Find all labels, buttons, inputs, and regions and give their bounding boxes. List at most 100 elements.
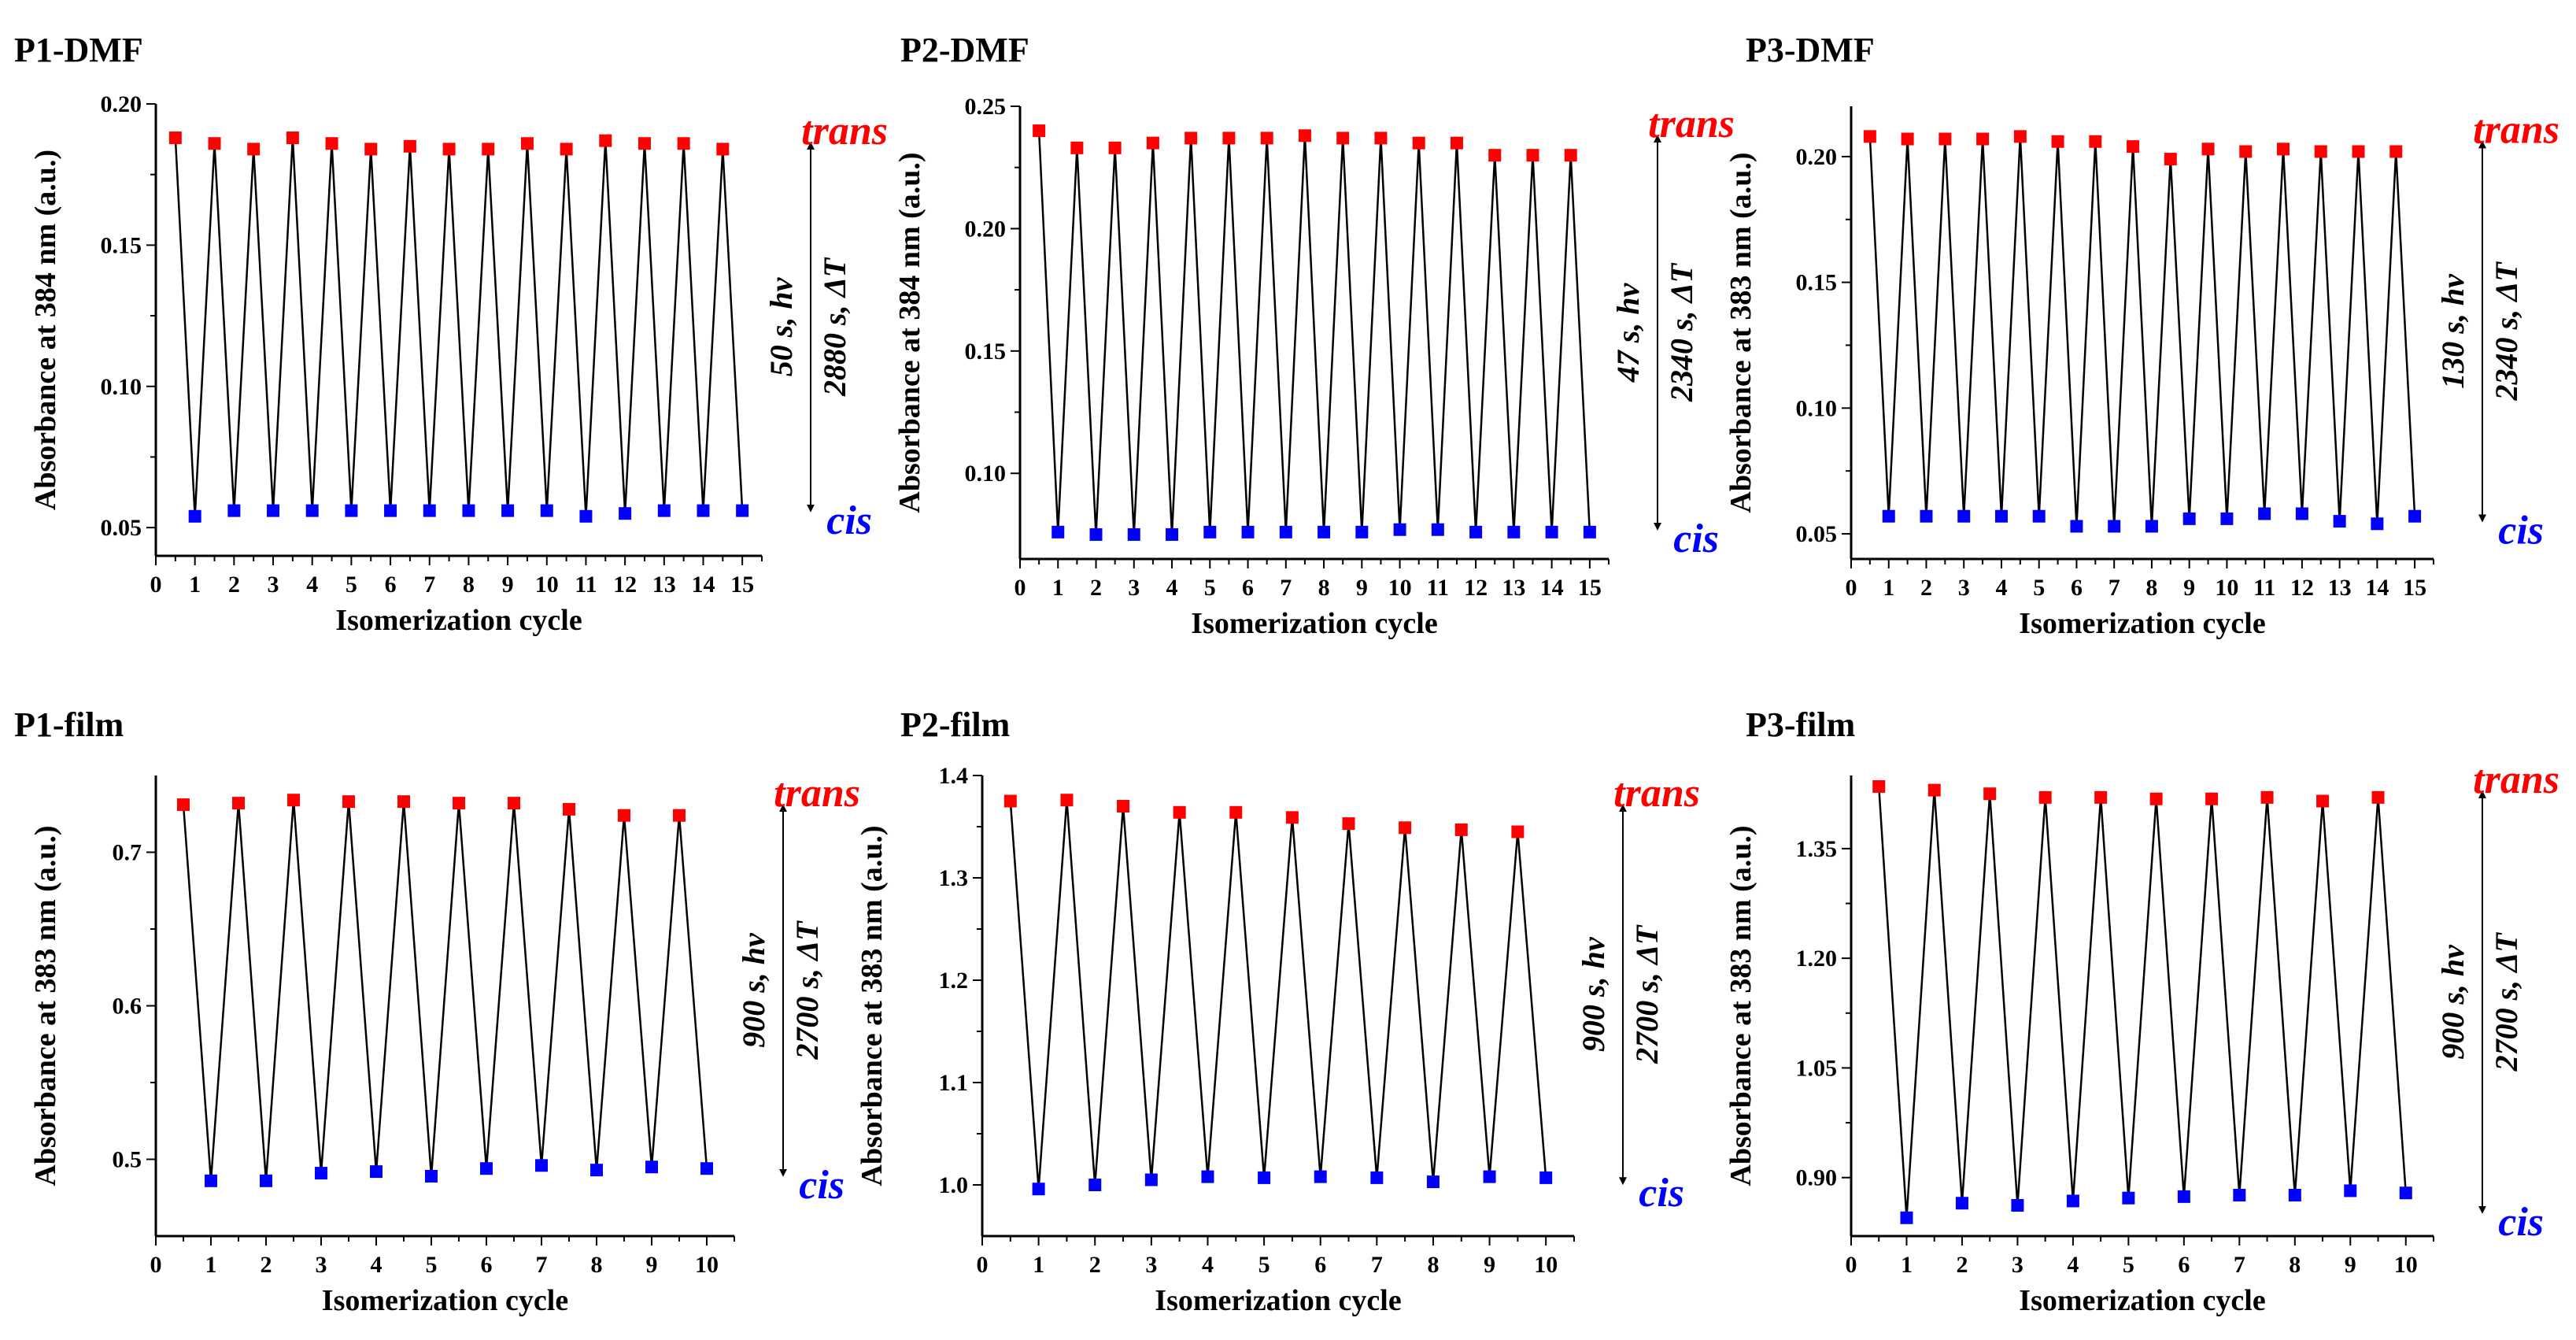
trans-point: [2094, 790, 2108, 804]
x-tick-label: 11: [575, 572, 597, 598]
cis-point: [462, 504, 475, 517]
x-tick-label: 4: [2067, 1252, 2079, 1278]
cis-point: [384, 504, 397, 517]
x-tick-label: 15: [1578, 575, 1602, 601]
x-tick-label: 4: [1202, 1252, 1214, 1278]
x-tick-label: 0: [1846, 1252, 1857, 1278]
cis-point: [501, 504, 515, 517]
cis-point: [2108, 520, 2121, 533]
x-axis-label: Isomerization cycle: [1191, 607, 1437, 640]
cis-point: [1431, 523, 1444, 536]
trans-point: [638, 137, 651, 150]
panel-title: P2-film: [900, 705, 1010, 744]
cis-point: [1318, 525, 1331, 539]
x-tick-label: 4: [371, 1252, 383, 1278]
x-axis-label: Isomerization cycle: [1155, 1284, 1401, 1317]
x-tick-label: 14: [2365, 575, 2389, 601]
x-tick-label: 5: [346, 572, 357, 598]
thermal-annotation: 2340 s, ΔT: [1664, 262, 1699, 402]
cis-label: cis: [1639, 1171, 1684, 1216]
cis-point: [370, 1165, 383, 1179]
y-axis-label: Absorbance at 383 nm (a.u.): [1724, 825, 1757, 1186]
x-tick-label: 6: [385, 572, 397, 598]
trans-point: [442, 143, 456, 156]
y-tick-label: 0.25: [965, 94, 1007, 120]
trans-point: [2371, 790, 2385, 804]
x-tick-label: 2: [261, 1252, 272, 1278]
y-tick-label: 1.4: [939, 763, 969, 789]
x-tick-label: 12: [1464, 575, 1488, 601]
thermal-annotation: 2700 s, ΔT: [2489, 932, 2524, 1072]
cis-point: [2122, 1191, 2135, 1205]
trans-label: trans: [774, 771, 860, 816]
trans-point: [1222, 131, 1236, 145]
x-tick-label: 9: [646, 1252, 658, 1278]
cis-point: [305, 504, 319, 517]
cis-point: [480, 1162, 493, 1175]
cis-point: [227, 504, 241, 517]
trans-point: [453, 797, 465, 810]
trans-point: [1412, 136, 1425, 150]
trans-point: [2260, 790, 2274, 804]
cis-point: [1203, 525, 1217, 539]
chart-panel-6: P3-film 0 1 2 3 4 5 6 7 8 9 10 0.90 1.05 1.20 1.35 Isome…: [1724, 705, 2559, 1317]
y-tick-label: 0.15: [965, 339, 1007, 365]
cis-point: [2066, 1194, 2079, 1208]
trans-point: [2089, 135, 2102, 148]
trans-point: [2149, 792, 2163, 805]
x-tick-label: 15: [730, 572, 754, 598]
y-tick-label: 1.0: [939, 1172, 969, 1198]
trans-point: [1070, 141, 1084, 154]
cis-point: [1258, 1171, 1271, 1184]
trans-point: [1488, 149, 1502, 162]
cis-point: [2295, 507, 2308, 520]
cis-point: [1469, 525, 1483, 539]
x-tick-label: 3: [316, 1252, 327, 1278]
x-tick-label: 2: [1920, 575, 1932, 601]
x-tick-label: 10: [695, 1252, 719, 1278]
x-tick-label: 9: [502, 572, 514, 598]
cis-point: [1127, 527, 1140, 541]
trans-point: [247, 143, 261, 156]
y-tick-label: 0.90: [1796, 1165, 1838, 1191]
x-tick-label: 1: [1052, 575, 1064, 601]
trans-point: [1260, 131, 1273, 145]
cis-point: [1314, 1170, 1327, 1183]
x-tick-label: 10: [535, 572, 559, 598]
y-axis-label: Absorbance at 384 nm (a.u.): [29, 150, 62, 510]
x-tick-label: 6: [1242, 575, 1254, 601]
trans-point: [403, 139, 416, 153]
cis-point: [619, 507, 632, 520]
panel-title: P3-film: [1746, 705, 1855, 744]
trans-point: [1173, 805, 1186, 819]
cis-label: cis: [2498, 1200, 2544, 1245]
y-tick-label: 0.6: [113, 994, 142, 1020]
trans-point: [599, 134, 612, 147]
y-axis-label: Absorbance at 384 nm (a.u.): [893, 152, 926, 513]
cis-point: [1957, 509, 1971, 523]
trans-point: [342, 795, 355, 809]
light-annotation: 130 s, hν: [2435, 273, 2471, 389]
trans-point: [2013, 130, 2027, 143]
cis-label: cis: [799, 1163, 844, 1208]
cis-point: [697, 504, 710, 517]
trans-label: trans: [1613, 771, 1700, 816]
x-tick-label: 7: [2234, 1252, 2245, 1278]
x-tick-label: 0: [1846, 575, 1857, 601]
trans-point: [1298, 129, 1311, 143]
y-tick-label: 1.35: [1796, 836, 1838, 862]
isomerization-line: [174, 137, 744, 516]
x-tick-label: 7: [536, 1252, 548, 1278]
y-tick-label: 0.20: [101, 91, 142, 117]
y-tick-label: 0.15: [101, 232, 142, 258]
cis-point: [1088, 1179, 1102, 1191]
cis-point: [2258, 507, 2271, 520]
trans-point: [1374, 131, 1388, 145]
cis-label: cis: [826, 498, 872, 543]
cis-point: [540, 504, 553, 517]
x-tick-label: 5: [2123, 1252, 2134, 1278]
trans-point: [508, 797, 520, 810]
cis-point: [1279, 525, 1292, 539]
light-annotation: 47 s, hν: [1610, 282, 1646, 383]
